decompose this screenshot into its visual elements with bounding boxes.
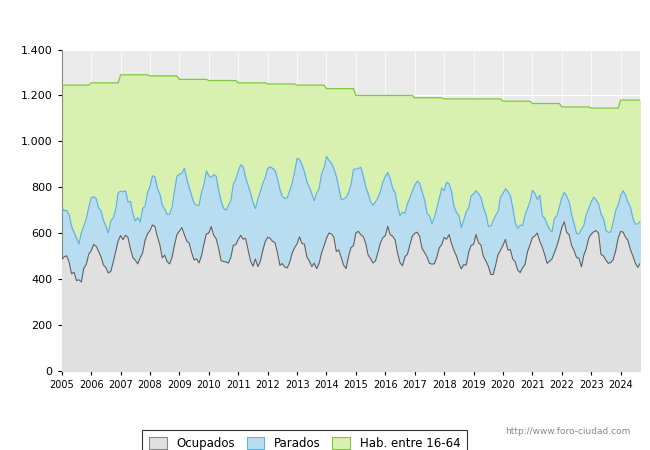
Text: http://www.foro-ciudad.com: http://www.foro-ciudad.com xyxy=(505,428,630,436)
Legend: Ocupados, Parados, Hab. entre 16-64: Ocupados, Parados, Hab. entre 16-64 xyxy=(142,430,467,450)
Text: Alange - Evolucion de la poblacion en edad de Trabajar Septiembre de 2024: Alange - Evolucion de la poblacion en ed… xyxy=(109,18,541,29)
